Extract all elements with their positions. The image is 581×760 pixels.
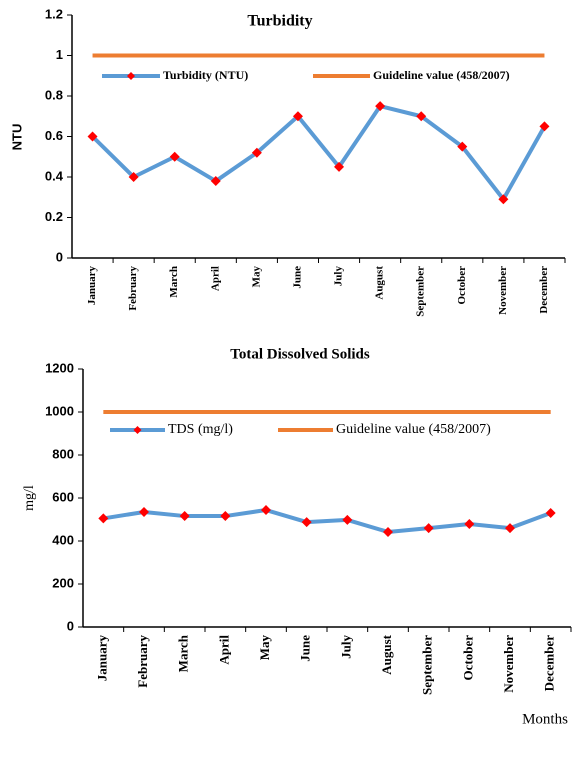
y-tick-label: 1000 bbox=[45, 403, 74, 418]
x-tick-label: May bbox=[257, 635, 272, 661]
marker bbox=[179, 511, 190, 522]
x-tick-label: December bbox=[538, 266, 550, 314]
y-tick-label: 0 bbox=[56, 249, 63, 264]
x-tick-label: March bbox=[168, 266, 180, 298]
x-tick-label: December bbox=[542, 635, 557, 692]
x-tick-label: October bbox=[456, 266, 468, 305]
marker bbox=[457, 141, 468, 152]
x-tick-label: July bbox=[338, 635, 353, 659]
y-tick-label: 200 bbox=[52, 575, 74, 590]
marker bbox=[220, 511, 231, 522]
y-tick-label: 0 bbox=[67, 618, 74, 633]
marker bbox=[261, 505, 271, 516]
legend-label: Guideline value (458/2007) bbox=[373, 68, 510, 82]
x-tick-label: November bbox=[497, 266, 509, 315]
x-tick-label: June bbox=[298, 635, 313, 662]
x-tick-label: February bbox=[127, 266, 139, 311]
marker bbox=[87, 131, 98, 142]
marker bbox=[251, 147, 262, 158]
x-tick-label: April bbox=[209, 266, 221, 291]
series-line bbox=[91, 104, 547, 202]
legend-label: Guideline value (458/2007) bbox=[336, 422, 491, 437]
marker bbox=[375, 101, 386, 112]
chart-title: Turbidity bbox=[247, 13, 312, 30]
y-tick-label: 800 bbox=[52, 446, 74, 461]
x-tick-label: July bbox=[333, 266, 345, 287]
x-tick-label: September bbox=[415, 266, 427, 317]
y-tick-label: 600 bbox=[52, 489, 74, 504]
x-tick-label: March bbox=[176, 634, 191, 672]
x-tick-label: April bbox=[216, 635, 231, 665]
x-tick-label: November bbox=[501, 635, 516, 693]
marker bbox=[334, 161, 345, 172]
x-tick-label: June bbox=[291, 266, 303, 289]
x-tick-label: August bbox=[374, 266, 386, 300]
marker bbox=[139, 506, 149, 517]
x-tick-label: May bbox=[250, 266, 262, 288]
legend-label: Turbidity (NTU) bbox=[163, 68, 248, 82]
y-tick-label: 1.2 bbox=[45, 6, 63, 21]
marker bbox=[128, 172, 139, 182]
y-tick-label: 1200 bbox=[45, 360, 74, 375]
marker bbox=[423, 523, 434, 534]
series-line bbox=[103, 508, 552, 534]
legend-marker bbox=[133, 426, 142, 434]
marker bbox=[545, 508, 556, 519]
x-tick-label: October bbox=[460, 635, 475, 681]
marker bbox=[301, 517, 312, 528]
y-tick-label: 400 bbox=[52, 532, 74, 547]
marker bbox=[498, 194, 509, 205]
marker bbox=[464, 519, 475, 530]
marker bbox=[383, 526, 393, 537]
y-axis-label: NTU bbox=[9, 124, 24, 151]
y-tick-label: 0.8 bbox=[45, 87, 63, 102]
x-axis-label: Months bbox=[522, 711, 568, 727]
y-tick-label: 0.6 bbox=[45, 128, 63, 143]
marker bbox=[505, 523, 515, 534]
y-tick-label: 0.4 bbox=[45, 168, 64, 183]
marker bbox=[292, 111, 303, 122]
x-tick-label: August bbox=[379, 634, 394, 674]
marker bbox=[210, 176, 221, 187]
y-axis-label: mg/l bbox=[22, 485, 37, 511]
legend-label: TDS (mg/l) bbox=[168, 422, 233, 437]
x-tick-label: January bbox=[94, 635, 109, 682]
marker bbox=[98, 513, 109, 524]
y-tick-label: 1 bbox=[56, 47, 63, 62]
y-tick-label: 0.2 bbox=[45, 209, 63, 224]
marker bbox=[342, 514, 353, 525]
legend-marker bbox=[127, 72, 135, 80]
x-tick-label: February bbox=[135, 635, 150, 688]
marker bbox=[169, 151, 180, 162]
marker bbox=[539, 121, 550, 132]
x-tick-label: September bbox=[420, 635, 435, 695]
chart-title: Total Dissolved Solids bbox=[230, 346, 370, 362]
x-tick-label: January bbox=[86, 266, 98, 306]
marker bbox=[416, 111, 427, 122]
